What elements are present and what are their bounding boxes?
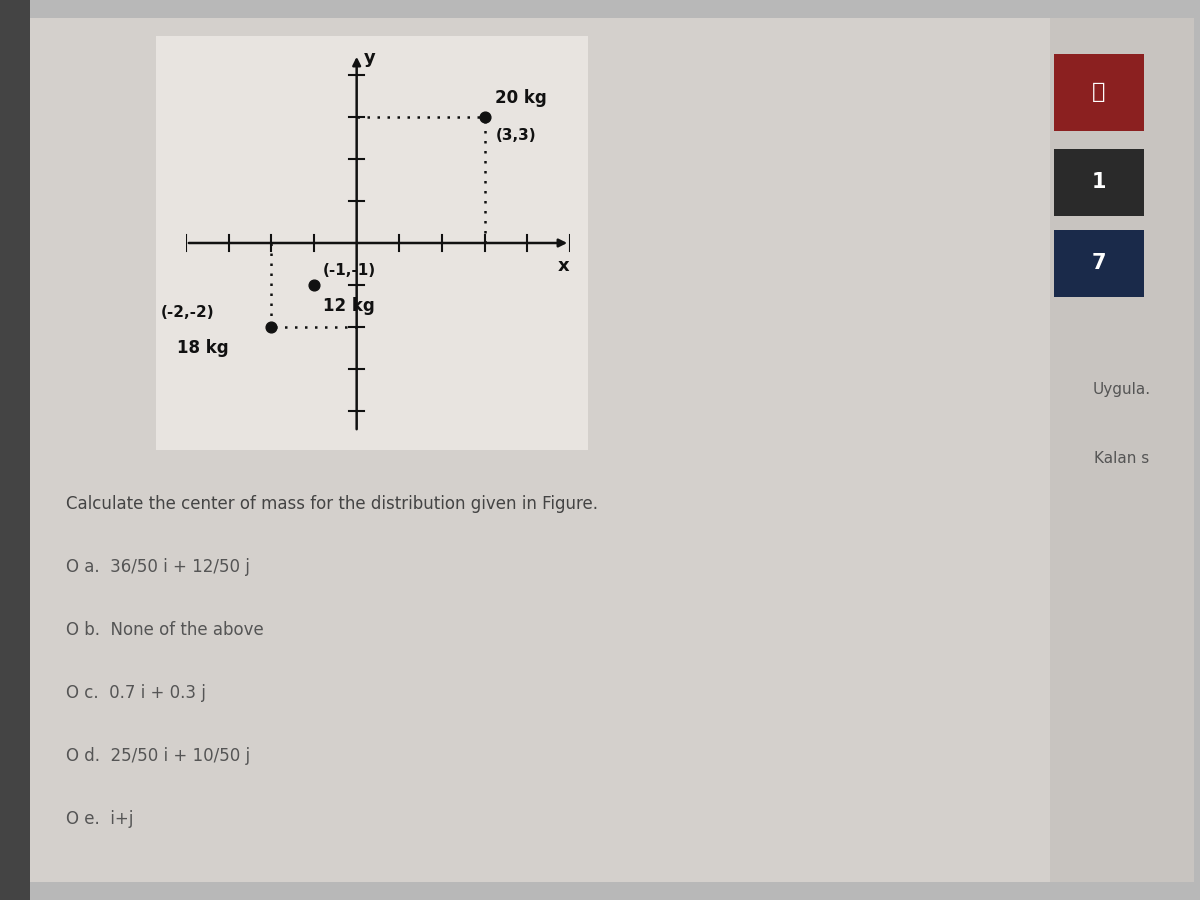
Text: y: y (364, 50, 376, 68)
Text: 7: 7 (1091, 253, 1106, 274)
Point (262, 320, 281, 334)
Point (305, 278, 324, 293)
Text: 1: 1 (1091, 172, 1106, 193)
Text: Calculate the center of mass for the distribution given in Figure.: Calculate the center of mass for the dis… (66, 495, 598, 513)
Text: 12 kg: 12 kg (323, 297, 374, 315)
Text: Uygula.: Uygula. (1093, 382, 1151, 397)
Text: 20 kg: 20 kg (496, 89, 547, 107)
Text: 📌: 📌 (1092, 82, 1105, 103)
Point (475, 110, 494, 124)
Text: (-1,-1): (-1,-1) (323, 263, 376, 278)
Text: O b.  None of the above: O b. None of the above (66, 621, 264, 639)
Text: x: x (558, 257, 570, 275)
Text: (3,3): (3,3) (496, 129, 536, 143)
Text: O c.  0.7 i + 0.3 j: O c. 0.7 i + 0.3 j (66, 684, 206, 702)
Text: (-2,-2): (-2,-2) (161, 305, 214, 320)
Text: 18 kg: 18 kg (178, 339, 229, 357)
Text: O a.  36/50 i + 12/50 j: O a. 36/50 i + 12/50 j (66, 558, 250, 576)
Text: O d.  25/50 i + 10/50 j: O d. 25/50 i + 10/50 j (66, 747, 250, 765)
Text: O e.  i+j: O e. i+j (66, 810, 133, 828)
Text: Kalan s: Kalan s (1094, 451, 1150, 466)
